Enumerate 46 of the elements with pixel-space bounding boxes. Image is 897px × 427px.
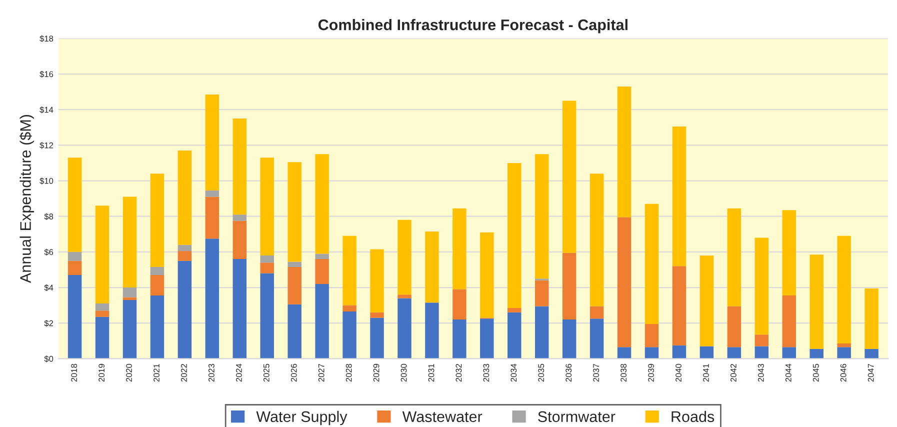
x-tick-label: 2046 (840, 364, 846, 382)
y-tick-label: $12 (40, 142, 54, 149)
y-tick-label: $16 (40, 70, 54, 78)
x-tick-label: 2039 (648, 364, 654, 382)
x-tick-label: 2047 (868, 364, 874, 382)
x-tick-label: 2018 (71, 364, 78, 382)
x-tick-label: 2031 (428, 364, 434, 382)
y-tick-label: $10 (40, 178, 54, 184)
chart-title: Combined Infrastructure Forecast - Capital (318, 19, 628, 34)
x-tick-label: 2028 (346, 364, 352, 382)
x-tick-label: 2022 (181, 364, 187, 382)
x-tick-label: 2026 (290, 364, 297, 382)
x-tick-label: 2042 (730, 364, 736, 382)
x-tick-label: 2043 (758, 364, 764, 382)
x-tick-label: 2038 (620, 364, 627, 382)
x-tick-label: 2029 (373, 364, 380, 382)
x-tick-label: 2040 (676, 364, 682, 382)
x-tick-label: 2024 (236, 364, 242, 382)
x-tick-label: 2035 (538, 364, 544, 382)
y-tick-label: $14 (40, 106, 54, 114)
x-tick-label: 2037 (593, 364, 600, 382)
y-axis-title: Annual Expenditure ($M) (20, 115, 34, 284)
legend-label: Wastewater (402, 411, 482, 422)
legend-label: Stormwater (538, 411, 616, 422)
y-tick-label: $4 (44, 284, 54, 292)
x-tick-label: 2041 (703, 364, 709, 382)
x-tick-label: 2036 (566, 364, 572, 382)
x-tick-label: 2033 (483, 364, 490, 382)
legend-label: Water Supply (256, 410, 348, 426)
x-tick-label: 2045 (812, 364, 819, 382)
y-tick-label: $2 (44, 320, 54, 327)
x-tick-label: 2020 (126, 364, 132, 382)
x-tick-label: 2025 (263, 364, 270, 382)
x-tick-label: 2030 (400, 364, 407, 382)
x-tick-label: 2044 (785, 364, 792, 382)
y-tick-label: $8 (44, 213, 54, 220)
x-tick-label: 2021 (154, 364, 160, 382)
y-tick-label: $6 (44, 248, 54, 256)
y-tick-label: $0 (44, 356, 54, 362)
y-tick-label: $18 (40, 35, 54, 42)
x-tick-label: 2019 (98, 364, 104, 382)
x-tick-label: 2023 (208, 364, 214, 382)
legend-label: Roads (672, 410, 714, 422)
x-tick-label: 2027 (318, 364, 324, 382)
x-tick-label: 2034 (510, 364, 517, 382)
x-tick-label: 2032 (456, 364, 462, 382)
